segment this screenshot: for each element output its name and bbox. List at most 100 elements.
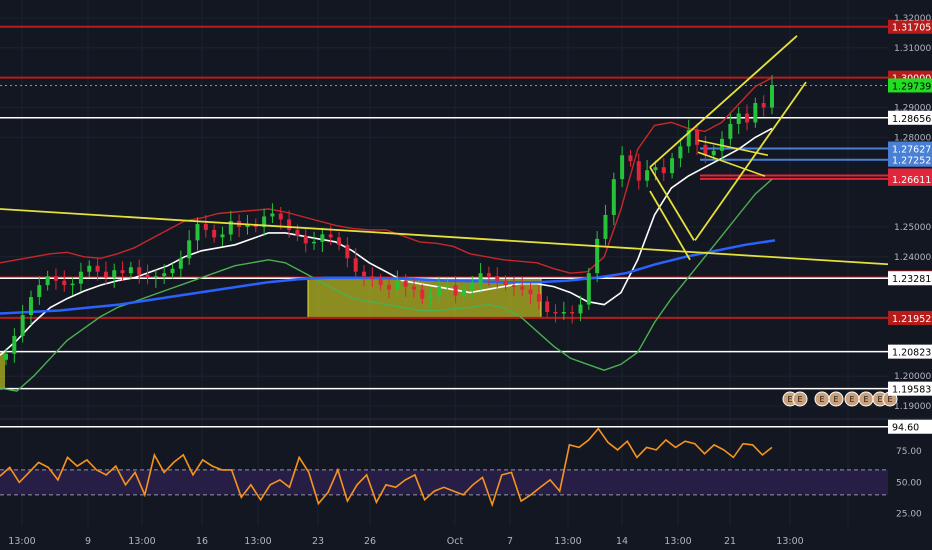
candle-body: [378, 279, 383, 286]
price-tick-label: 1.24000: [894, 253, 931, 263]
candle-body: [53, 276, 58, 281]
candle-body: [228, 220, 233, 235]
level-label: 1.21952: [892, 314, 931, 325]
slow-ma-line: [0, 239, 776, 315]
channel-lower-line: [694, 81, 807, 241]
indicator-lines: [0, 77, 776, 392]
candle-body: [770, 85, 774, 108]
candle-body: [695, 129, 700, 145]
level-label: 1.31705: [892, 23, 931, 34]
candle-body: [362, 271, 367, 277]
candle-body: [511, 285, 516, 287]
candle-body: [495, 276, 500, 281]
candle-body: [661, 167, 666, 174]
flag-bottom-line: [697, 151, 766, 177]
event-flag-label: E: [819, 395, 824, 404]
candle-body: [162, 273, 167, 277]
oscillator-line: [0, 427, 773, 508]
flag-top-line: [697, 139, 769, 157]
candle-body: [628, 155, 633, 162]
trend-lines: [0, 35, 889, 266]
candle-body: [411, 286, 416, 290]
event-flag-label: E: [833, 395, 838, 404]
event-flag-icon[interactable]: [828, 391, 844, 407]
candle-body: [137, 267, 142, 275]
candle-body: [761, 103, 766, 108]
time-tick-label: 26: [364, 536, 376, 547]
level-label: 1.19583: [892, 385, 931, 396]
flag-pole-right: [649, 166, 695, 241]
candle-body: [611, 179, 616, 215]
channel-upper-line: [649, 35, 798, 168]
candle-body: [711, 150, 716, 156]
candle-body: [178, 258, 183, 269]
candle-body: [578, 304, 583, 314]
candle-body: [212, 229, 217, 238]
candle-body: [645, 170, 650, 181]
candle-body: [395, 280, 400, 290]
candle-body: [453, 285, 458, 296]
price-tick-label: 1.25000: [894, 223, 931, 233]
candle-body: [20, 315, 25, 336]
candle-body: [353, 258, 358, 272]
event-flag-label: E: [863, 395, 868, 404]
candle-body: [12, 335, 17, 354]
candle-body: [245, 223, 250, 227]
candle-body: [103, 271, 108, 278]
time-tick-label: 13:00: [776, 536, 803, 547]
candle-body: [112, 270, 117, 278]
level-label-bg: [888, 310, 932, 325]
price-tick-label: 1.19000: [894, 402, 931, 412]
candle-body: [570, 312, 575, 314]
time-tick-label: 21: [724, 536, 736, 547]
candle-body: [595, 238, 600, 274]
candle-body: [4, 353, 8, 360]
candle-body: [420, 289, 425, 299]
candle-body: [503, 280, 508, 286]
candle-body: [545, 301, 550, 313]
candle-body: [520, 286, 525, 290]
candle-body: [262, 216, 267, 227]
candle-body: [387, 285, 391, 290]
candle-body: [120, 270, 125, 274]
oscillator-pane: [0, 425, 888, 508]
candle-body: [95, 265, 100, 272]
candlesticks[interactable]: [4, 74, 774, 366]
level-label-bg: [888, 19, 932, 34]
candle-body: [470, 283, 475, 290]
candle-body: [528, 289, 533, 295]
event-flag-icon[interactable]: [792, 391, 808, 407]
price-tick-label: 1.31000: [894, 44, 931, 54]
candle-body: [153, 276, 158, 278]
osc-label-bg: [888, 419, 932, 434]
candle-body: [145, 274, 150, 278]
price-tick-label: 1.28000: [894, 133, 931, 143]
time-tick-label: 13:00: [128, 536, 155, 547]
candle-body: [203, 223, 208, 230]
candle-body: [170, 268, 175, 274]
event-flag-label: E: [887, 395, 892, 404]
candle-body: [70, 283, 75, 286]
candle-body: [686, 129, 691, 147]
osc-tick-label: 25.00: [896, 510, 922, 520]
time-tick-label: 23: [312, 536, 324, 547]
candle-body: [78, 271, 83, 284]
candle-body: [478, 273, 483, 284]
candle-body: [736, 113, 741, 124]
level-label-bg: [888, 344, 932, 359]
level-label: 1.29739: [892, 81, 931, 92]
osc-tick-label: 50.00: [896, 478, 922, 488]
time-tick-label: 16: [196, 536, 208, 547]
level-label-bg: [888, 110, 932, 125]
candle-body: [653, 167, 658, 171]
time-tick-label: 7: [507, 536, 513, 547]
candle-body: [345, 244, 350, 259]
candle-body: [320, 234, 325, 242]
candle-body: [620, 155, 625, 180]
time-tick-label: 9: [85, 536, 91, 547]
candle-body: [28, 297, 33, 315]
event-flag-label: E: [787, 395, 792, 404]
